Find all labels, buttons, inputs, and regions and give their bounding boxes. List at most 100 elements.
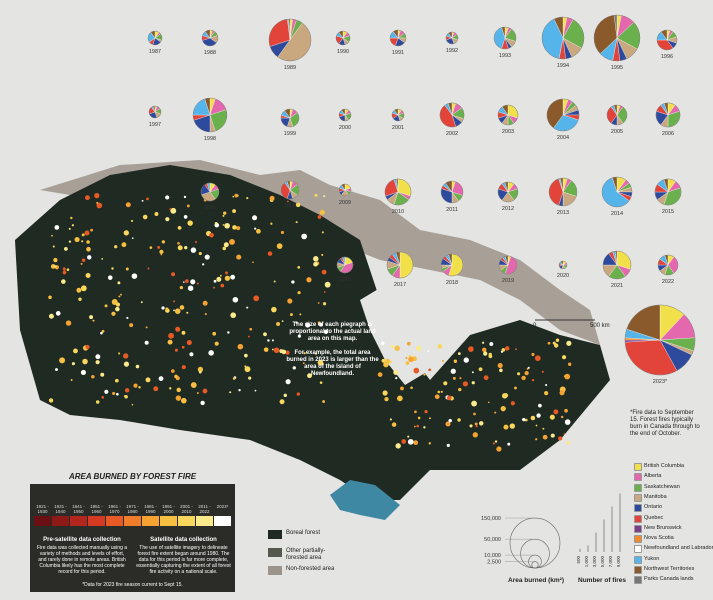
fire-speckle	[169, 387, 172, 390]
fire-speckle	[246, 306, 249, 309]
pie-year: 2021	[611, 283, 623, 289]
fire-speckle	[121, 242, 127, 248]
fire-speckle	[114, 245, 118, 249]
fire-speckle	[232, 296, 239, 303]
fire-speckle	[285, 350, 290, 355]
land-boreal	[15, 165, 610, 500]
fire-speckle	[230, 274, 236, 280]
fire-speckle	[535, 438, 538, 441]
fire-speckle	[119, 293, 122, 296]
pie-size	[445, 31, 459, 45]
fire-speckle	[177, 226, 182, 230]
pie-year: 1990	[337, 49, 349, 55]
pie-size	[384, 178, 412, 206]
fire-speckle	[481, 341, 485, 344]
fire-speckle	[126, 316, 129, 320]
pie-size	[338, 108, 352, 122]
fire-speckle	[271, 339, 274, 342]
fire-speckle	[563, 433, 565, 435]
fire-speckle	[80, 262, 83, 265]
fire-speckle	[469, 424, 473, 428]
fire-speckle	[232, 209, 236, 213]
fire-speckle	[232, 377, 236, 380]
fires-legend-label: Number of fires	[578, 577, 627, 584]
decade-swatch	[34, 516, 51, 526]
pie-size	[440, 180, 464, 204]
fire-speckle	[236, 254, 242, 260]
fire-speckle	[161, 306, 165, 310]
fire-speckle	[173, 300, 176, 303]
fire-speckle	[400, 386, 404, 391]
decade-swatch	[70, 516, 87, 526]
pie-size	[541, 16, 585, 60]
fire-speckle	[227, 331, 230, 334]
fires-legend-label: 9,000	[616, 556, 621, 568]
fire-speckle	[563, 375, 566, 378]
fire-speckle	[429, 417, 431, 420]
pie-year: 1988	[204, 50, 216, 56]
fire-speckle	[185, 279, 189, 283]
fire-speckle	[317, 359, 324, 366]
fire-speckle	[521, 375, 526, 381]
fire-speckle	[324, 281, 331, 288]
fire-speckle	[147, 267, 150, 270]
fire-speckle	[177, 241, 180, 245]
fire-speckle	[458, 387, 462, 392]
fire-speckle	[319, 209, 325, 216]
pie-year: 1995	[611, 65, 623, 71]
fire-speckle	[131, 237, 134, 239]
fire-speckle	[323, 195, 326, 198]
fire-speckle	[303, 352, 306, 355]
fire-speckle	[453, 359, 458, 363]
fire-speckle	[517, 372, 521, 376]
pie-size	[391, 108, 405, 122]
fire-speckle	[196, 282, 199, 285]
fire-speckle	[382, 390, 388, 396]
fire-speckle	[73, 348, 78, 354]
fire-speckle	[481, 347, 487, 353]
fire-speckle	[391, 422, 397, 427]
pie-year: 2005	[611, 129, 623, 135]
fire-speckle	[279, 399, 285, 405]
fire-speckle	[70, 216, 73, 220]
fire-speckle	[181, 365, 186, 370]
fire-speckle	[395, 443, 401, 449]
pie-size	[201, 29, 219, 47]
fire-speckle	[71, 224, 75, 227]
fire-speckle	[253, 295, 260, 302]
pie-size	[192, 97, 228, 133]
land-label: Boreal forest	[286, 530, 321, 536]
decade-label: 2023*	[216, 504, 229, 509]
fire-speckle	[196, 392, 199, 395]
fire-speckle	[114, 378, 119, 383]
region-swatch	[634, 463, 642, 471]
pie-size	[606, 104, 628, 126]
pie-year: 2012	[502, 206, 514, 212]
pie-size	[439, 102, 465, 128]
fire-speckle	[123, 353, 129, 359]
fire-speckle	[125, 267, 129, 271]
fire-speckle	[287, 200, 289, 203]
pie-size	[558, 260, 568, 270]
fire-speckle	[450, 368, 456, 374]
fire-speckle	[443, 381, 448, 386]
fire-speckle	[133, 383, 138, 388]
fire-speckle	[405, 361, 410, 366]
fire-speckle	[536, 413, 541, 418]
fire-speckle	[321, 231, 324, 234]
fire-speckle	[80, 369, 87, 376]
fire-speckle	[174, 348, 178, 352]
land-swatch	[268, 530, 282, 539]
fire-speckle	[503, 393, 509, 398]
pie-year: 2023*	[653, 379, 668, 385]
pie-note: The size of each piegraph is proportiona…	[289, 322, 376, 342]
pre-satellite-text: Fire data was collected manually using a…	[36, 545, 128, 575]
map-title: AREA BURNED BY FOREST FIRE	[30, 470, 235, 484]
region-swatch	[634, 535, 642, 544]
fire-speckle	[66, 268, 70, 271]
fire-speckle	[558, 436, 563, 441]
pie-year: 1994	[557, 63, 569, 69]
area-legend-circle	[531, 561, 539, 569]
fire-speckle	[48, 398, 54, 403]
fire-speckle	[271, 348, 274, 351]
